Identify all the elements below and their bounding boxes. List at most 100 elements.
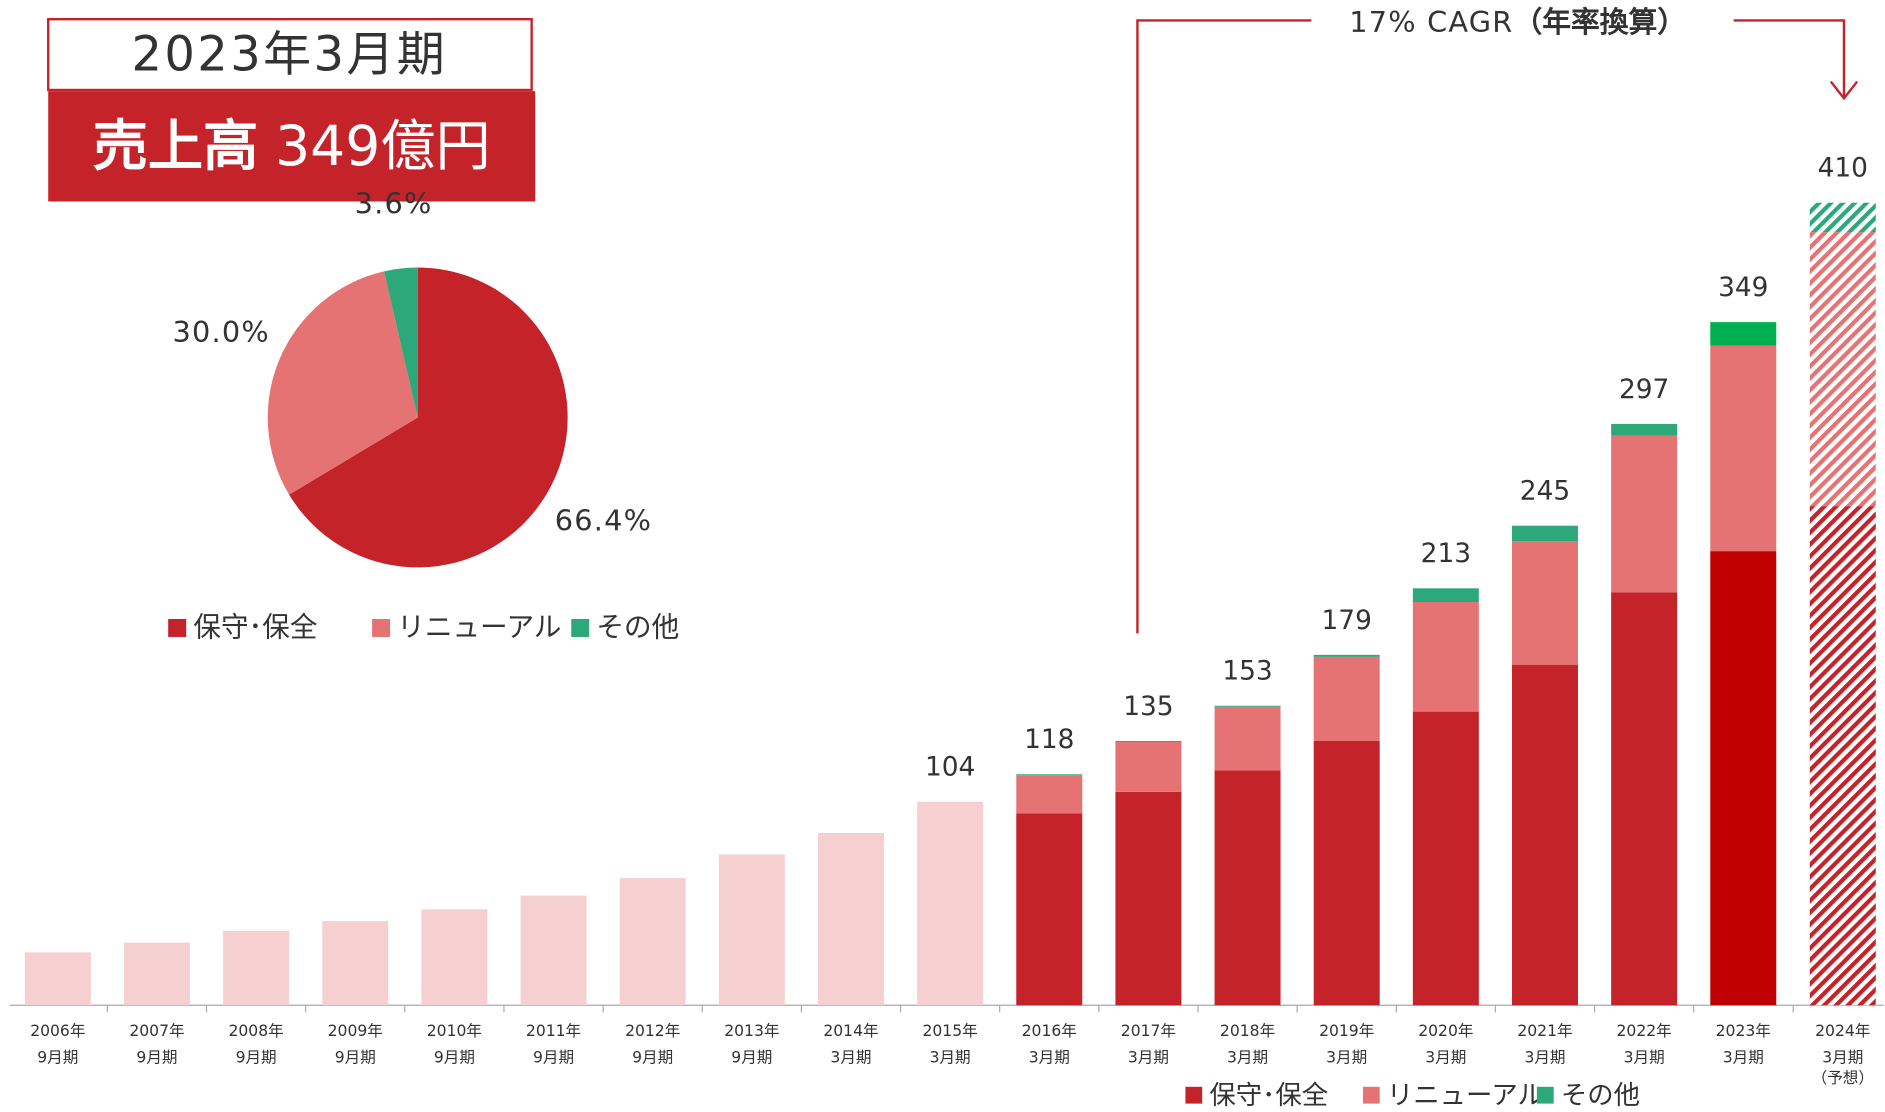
subtitle-box <box>48 91 536 202</box>
cagr-arrow <box>1829 80 1859 101</box>
bar-segment <box>1809 506 1876 1006</box>
x-tick-label: 2022年 <box>1617 1022 1672 1040</box>
x-tick-label: 2019年 <box>1319 1022 1374 1040</box>
annotation-text: 17% CAGR <box>1349 5 1513 39</box>
bar-segment <box>1313 654 1380 657</box>
x-tick-label: 2014年 <box>823 1022 878 1040</box>
x-tick-label: 2020年 <box>1418 1022 1473 1040</box>
x-tick-label: 2011年 <box>526 1022 581 1040</box>
legend-swatch <box>168 618 187 637</box>
pie-title: 2023年3月期 <box>131 27 447 83</box>
x-tick-label: 9月期 <box>37 1049 78 1067</box>
bar <box>817 832 884 1006</box>
bar <box>917 801 984 1006</box>
x-tick-label: 2012年 <box>625 1022 680 1040</box>
data-label: 135 <box>1123 692 1173 722</box>
title-box <box>47 17 533 92</box>
bar <box>421 909 488 1006</box>
legend-swatch <box>1536 1086 1554 1104</box>
x-tick-label: 2021年 <box>1517 1022 1572 1040</box>
x-tick-label: 3月期 <box>1723 1049 1764 1067</box>
x-tick-label: 2024年 <box>1815 1022 1870 1040</box>
subtitle-value: 349億円 <box>275 115 491 179</box>
x-tick-label: 2017年 <box>1121 1022 1176 1040</box>
bar <box>718 854 785 1006</box>
x-tick-label: 3月期 <box>1227 1049 1268 1067</box>
x-tick-label: 2010年 <box>427 1022 482 1040</box>
x-tick-label: 9月期 <box>731 1049 772 1067</box>
x-tick-label: 2006年 <box>30 1022 85 1040</box>
x-tick-label: 2009年 <box>328 1022 383 1040</box>
legend-swatch <box>372 618 391 637</box>
bar-segment <box>1511 541 1578 665</box>
x-tick-label: 3月期 <box>930 1049 971 1067</box>
x-tick-label: 2016年 <box>1022 1022 1077 1040</box>
legend-label: その他 <box>1561 1081 1640 1111</box>
annotation: 17% CAGR（年率換算） <box>1349 5 1686 39</box>
data-label: 66.4% <box>555 504 652 538</box>
data-label: 104 <box>925 753 975 783</box>
data-label: 297 <box>1619 375 1669 405</box>
bar <box>520 895 587 1006</box>
x-tick-label: 9月期 <box>236 1049 277 1067</box>
bar-segment <box>1313 740 1380 1006</box>
pie-slice <box>384 267 418 418</box>
x-tick-label: 2018年 <box>1220 1022 1275 1040</box>
x-tick-label: 3月期 <box>830 1049 871 1067</box>
legend-swatch <box>1185 1086 1203 1104</box>
pie-slice <box>289 267 568 568</box>
bar-segment <box>1016 813 1083 1006</box>
bar <box>223 930 290 1006</box>
bar-segment <box>1611 435 1678 593</box>
x-tick-label: 9月期 <box>632 1049 673 1067</box>
x-tick-label: 3月期 <box>1425 1049 1466 1067</box>
x-tick-label: 2023年 <box>1716 1022 1771 1040</box>
data-label: 349 <box>1718 273 1768 303</box>
bar-segment <box>1115 791 1182 1006</box>
bar-segment <box>1611 592 1678 1006</box>
data-label: 118 <box>1024 725 1074 755</box>
x-tick-label: 2008年 <box>228 1022 283 1040</box>
x-tick-label: 3月期 <box>1822 1049 1863 1067</box>
data-label: 179 <box>1322 606 1372 636</box>
bar-segment <box>1710 551 1777 1006</box>
bar-segment <box>1412 588 1479 603</box>
x-tick-label: 2015年 <box>923 1022 978 1040</box>
x-tick-label: 3月期 <box>1128 1049 1169 1067</box>
data-label: 410 <box>1818 154 1868 184</box>
bar-segment <box>1214 705 1281 707</box>
bar <box>322 921 389 1006</box>
legend-label: 保守･保全 <box>193 611 317 644</box>
data-label: 153 <box>1222 657 1272 687</box>
legend-label: リニューアル <box>1387 1081 1544 1111</box>
bar-segment <box>1412 711 1479 1006</box>
bar-segment <box>1313 656 1380 741</box>
bar-segment <box>1115 740 1182 742</box>
bar-segment <box>1214 770 1281 1006</box>
x-tick-label: （予想） <box>1812 1069 1874 1087</box>
bar-segment <box>1016 775 1083 814</box>
pie-slice <box>267 271 418 495</box>
bar <box>24 952 91 1006</box>
x-tick-label: 9月期 <box>434 1049 475 1067</box>
x-tick-label: 3月期 <box>1326 1049 1367 1067</box>
data-label: 245 <box>1520 477 1570 507</box>
x-tick-label: 3月期 <box>1624 1049 1665 1067</box>
bar-segment <box>1611 423 1678 436</box>
data-label: 213 <box>1421 539 1471 569</box>
bar-segment <box>1412 602 1479 712</box>
cagr-bracket <box>1136 19 1312 634</box>
cagr-bracket <box>1733 19 1846 96</box>
bar-segment <box>1710 345 1777 552</box>
x-tick-label: 9月期 <box>136 1049 177 1067</box>
bar-segment <box>1016 774 1083 776</box>
legend-label: リニューアル <box>397 611 561 644</box>
bar-segment <box>1511 525 1578 542</box>
bar <box>619 878 686 1006</box>
annotation-note: （年率換算） <box>1513 5 1686 39</box>
x-tick-label: 9月期 <box>335 1049 376 1067</box>
bar-segment <box>1115 741 1182 792</box>
bar-segment <box>1809 202 1876 233</box>
pie-subtitle: 売上高 349億円 <box>93 115 491 179</box>
